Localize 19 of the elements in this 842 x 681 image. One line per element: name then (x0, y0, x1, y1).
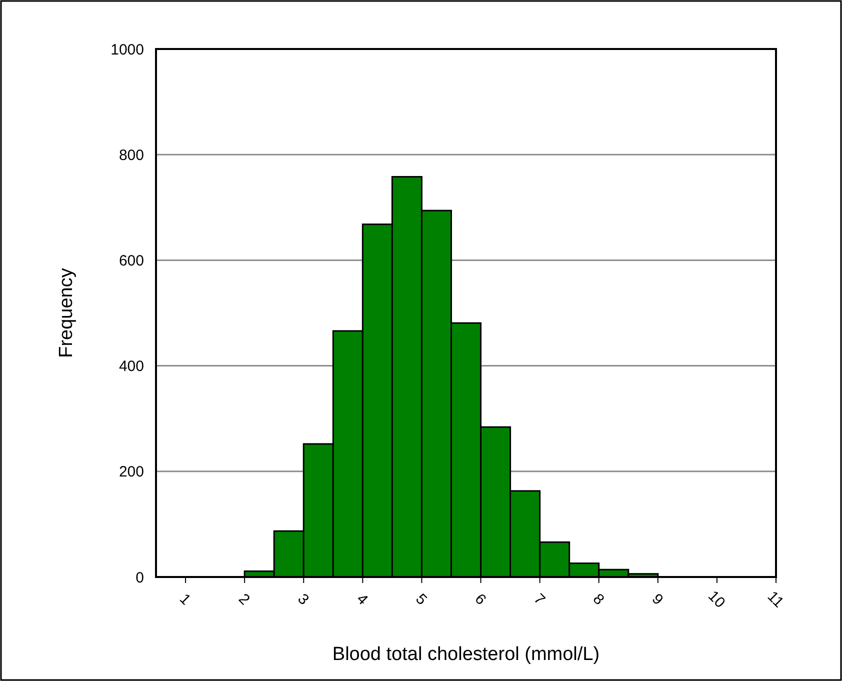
x-tick-label: 3 (294, 590, 312, 608)
x-tick-label: 8 (589, 590, 608, 608)
x-tick-label: 9 (648, 590, 666, 608)
y-tick-label: 800 (118, 146, 144, 164)
y-tick-label: 400 (118, 358, 144, 376)
x-tick-label: 6 (471, 590, 490, 608)
y-tick-label: 1000 (110, 41, 144, 58)
x-tick-label: 7 (530, 590, 548, 608)
x-tick-label: 2 (235, 590, 253, 608)
y-tick-label: 200 (118, 464, 144, 481)
x-tick-label: 11 (764, 588, 787, 612)
x-tick-label: 5 (412, 590, 430, 608)
x-tick-label: 10 (704, 588, 728, 612)
x-tick-label: 1 (176, 590, 194, 608)
y-tick-label: 0 (136, 569, 144, 586)
x-axis-title: Blood total cholesterol (mmol/L) (332, 644, 600, 665)
y-axis-title: Frequency (56, 268, 77, 358)
y-tick-label: 600 (118, 252, 144, 270)
x-tick-label: 4 (353, 590, 372, 608)
